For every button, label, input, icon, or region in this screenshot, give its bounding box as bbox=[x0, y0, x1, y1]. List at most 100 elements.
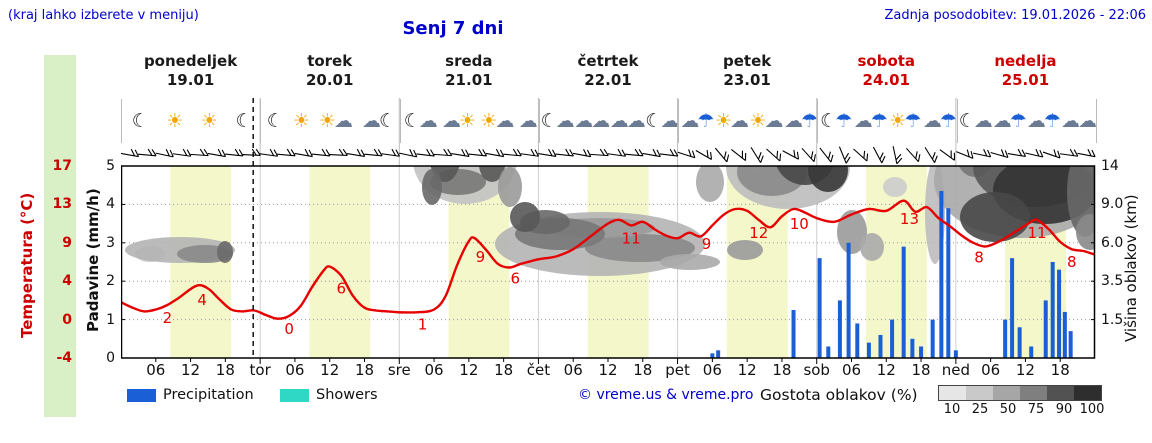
wind-barb bbox=[520, 148, 540, 157]
x-axis-hour-label: 18 bbox=[494, 361, 514, 379]
cloud-blob bbox=[748, 166, 762, 172]
x-axis-hour-label: 06 bbox=[424, 361, 444, 379]
temperature-value-label: 1 bbox=[418, 315, 428, 333]
weather-icon: ☾☂ bbox=[820, 110, 852, 132]
temperature-value-label: 8 bbox=[974, 249, 984, 267]
wind-barb bbox=[972, 149, 992, 158]
meteogram-chart: 2 4 0 6 1 9 6 11 9 12 10 13 8 11 8 bbox=[121, 98, 1096, 364]
weather-icon: ☀ bbox=[292, 110, 310, 132]
temperature-value-label: 11 bbox=[1027, 224, 1046, 242]
wind-barb bbox=[468, 148, 488, 157]
weather-icon: ☀ bbox=[200, 110, 218, 132]
weather-icon: ☁ bbox=[518, 110, 538, 132]
cloud-blob bbox=[422, 169, 442, 205]
wind-barb bbox=[433, 148, 453, 157]
day-icons-cell: ☾☁ ☁☁ ☁☁ ☾☁ bbox=[538, 99, 679, 143]
page-title: Senj 7 dni bbox=[402, 18, 504, 39]
day-name: sobota bbox=[857, 52, 916, 70]
x-axis-hour-label: 12 bbox=[459, 361, 479, 379]
wind-barb bbox=[172, 148, 192, 157]
precipitation-bar bbox=[855, 323, 860, 358]
weather-icon: ☀☂ bbox=[889, 110, 921, 132]
copyright-link[interactable]: © vreme.us & vreme.pro bbox=[578, 387, 754, 403]
wind-barb bbox=[625, 148, 644, 157]
temperature-tick-label: 0 bbox=[62, 311, 72, 328]
weather-icon: ☀☁ bbox=[714, 110, 749, 132]
cloud-blob bbox=[217, 241, 233, 263]
cloud-blob bbox=[479, 166, 505, 182]
precipitation-bar bbox=[817, 258, 822, 358]
x-axis-hour-label: 12 bbox=[1015, 361, 1035, 379]
wind-barb bbox=[399, 149, 418, 158]
cloud-scale-box bbox=[939, 386, 966, 400]
temperature-tick-label: 17 bbox=[52, 158, 72, 174]
wind-barb bbox=[714, 147, 730, 163]
temperature-line bbox=[121, 199, 1095, 320]
weather-icon: ☾☁ bbox=[958, 110, 993, 132]
cloud-blob bbox=[660, 254, 720, 270]
cloud-density-scale bbox=[938, 385, 1102, 401]
wind-barb bbox=[485, 148, 505, 158]
wind-barb bbox=[766, 148, 782, 162]
wind-barb bbox=[905, 147, 921, 163]
wind-barb bbox=[451, 148, 470, 157]
cloud-scale-label: 90 bbox=[1055, 402, 1073, 417]
cloud-height-tick-label: 3.5 bbox=[1101, 273, 1124, 290]
wind-barb bbox=[416, 148, 435, 157]
temperature-value-label: 12 bbox=[749, 224, 768, 242]
weather-icon: ☁☂ bbox=[784, 110, 818, 132]
cloud-scale-box bbox=[966, 386, 993, 400]
day-date: 22.01 bbox=[584, 70, 632, 89]
cloud-density-scale-labels: 10 25 50 75 90 100 bbox=[938, 402, 1106, 417]
cloud-height-tick-label: 9.0 bbox=[1101, 196, 1124, 213]
precipitation-bar bbox=[716, 350, 721, 358]
temperature-value-label: 8 bbox=[1067, 253, 1077, 271]
legend-row: Precipitation Showers © vreme.us & vreme… bbox=[0, 384, 1152, 424]
precipitation-bar bbox=[1029, 346, 1034, 358]
wind-barb bbox=[750, 147, 764, 163]
day-icons-cell: ☾ ☀ ☀ ☾ bbox=[122, 99, 260, 143]
wind-barb bbox=[207, 148, 227, 158]
x-axis-day-label: ned bbox=[941, 361, 970, 379]
precipitation-legend-label: Precipitation bbox=[163, 387, 254, 403]
wind-barb bbox=[782, 149, 800, 160]
precipitation-bar bbox=[1043, 300, 1048, 358]
x-axis-hour-label: 06 bbox=[981, 361, 1001, 379]
cloud-blob bbox=[960, 192, 1030, 242]
weather-icon: ☁☂ bbox=[922, 110, 957, 132]
cloud-blob bbox=[482, 119, 502, 137]
x-axis-hour-label: 06 bbox=[563, 361, 583, 379]
temperature-tick-label: 4 bbox=[62, 273, 72, 290]
day-name: ponedeljek bbox=[143, 52, 238, 70]
precipitation-bar bbox=[1010, 258, 1015, 358]
day-header: sobota 24.01 bbox=[817, 52, 956, 96]
weather-icon: ☁☂ bbox=[1026, 110, 1061, 132]
wind-barb bbox=[1007, 148, 1027, 157]
day-icons-cell: ☾☁ ☁☂ ☁☂ ☁☁ bbox=[956, 99, 1097, 143]
wind-barb bbox=[642, 148, 661, 158]
day-icons-cell: ☁☂ ☀☁ ☀☁ ☁☂ bbox=[678, 99, 818, 143]
wind-barb bbox=[242, 148, 261, 157]
cloud-blob bbox=[883, 177, 907, 197]
cloud-blob bbox=[696, 166, 724, 202]
cloud-blob bbox=[837, 210, 867, 254]
wind-barb bbox=[730, 149, 747, 161]
precipitation-bar bbox=[1057, 269, 1062, 358]
wind-barb bbox=[924, 147, 938, 163]
x-axis-hour-label: 06 bbox=[146, 361, 166, 379]
daytime-band bbox=[865, 166, 927, 358]
day-header: petek 23.01 bbox=[678, 52, 817, 96]
precipitation-bar bbox=[910, 338, 915, 358]
wind-barb bbox=[121, 148, 140, 158]
precipitation-bar bbox=[901, 246, 906, 358]
temperature-value-label: 13 bbox=[900, 210, 919, 228]
x-axis-hour-label: 12 bbox=[320, 361, 340, 379]
wind-barb bbox=[892, 146, 903, 165]
weather-icon: ☀☁ bbox=[480, 110, 514, 132]
temperature-value-label: 0 bbox=[284, 320, 294, 338]
temperature-value-label: 4 bbox=[197, 291, 207, 309]
day-date: 21.01 bbox=[445, 70, 493, 89]
wind-barb bbox=[1077, 148, 1096, 158]
weather-icon: ☁☁ bbox=[574, 110, 610, 132]
precipitation-bar bbox=[1050, 262, 1055, 358]
